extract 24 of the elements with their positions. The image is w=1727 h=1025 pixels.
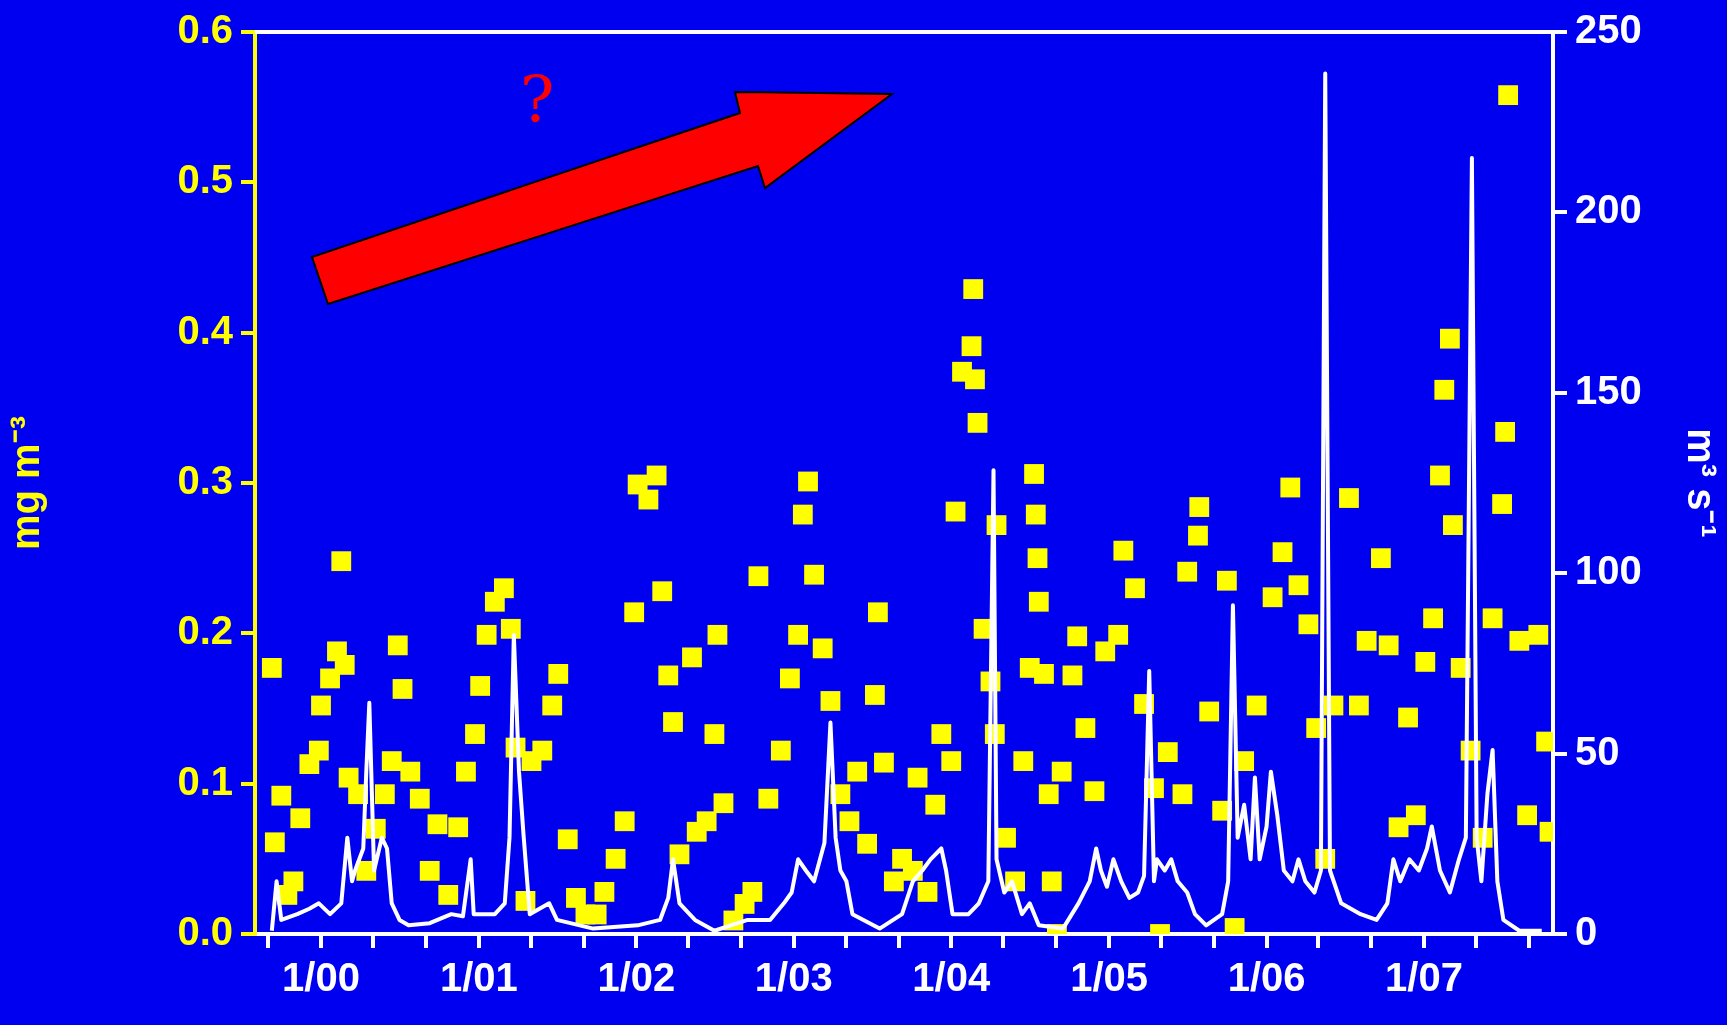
y-axis-title: mg m⁻³ — [3, 416, 48, 550]
y2-axis-title: m³ s⁻¹ — [1679, 428, 1724, 538]
y-tick-label: 0.4 — [177, 307, 234, 352]
y-tick-label: 0.1 — [177, 758, 233, 803]
y2-tick-label: 50 — [1575, 728, 1620, 773]
x-tick-label: 1/05 — [1070, 955, 1149, 1000]
x-tick-label: 1/04 — [912, 955, 991, 1000]
y-tick-label: 0.5 — [177, 157, 233, 202]
x-tick-label: 1/06 — [1227, 955, 1306, 1000]
y2-tick-label: 150 — [1575, 367, 1642, 412]
y2-tick-label: 100 — [1575, 548, 1642, 593]
x-tick-label: 1/02 — [597, 955, 676, 1000]
annotation: ? — [520, 63, 555, 137]
y-tick-label: 0.6 — [177, 7, 233, 52]
x-tick-label: 1/00 — [282, 955, 360, 1000]
y2-tick-label: 0 — [1575, 909, 1598, 954]
y2-tick-label: 200 — [1575, 187, 1642, 232]
x-tick-label: 1/07 — [1385, 955, 1463, 1000]
x-tick-label: 1/03 — [754, 955, 833, 1000]
y2-tick-label: 250 — [1575, 7, 1642, 52]
x-tick-label: 1/01 — [439, 955, 518, 1000]
y-tick-label: 0.0 — [177, 909, 233, 954]
y-tick-label: 0.3 — [177, 458, 233, 503]
y-tick-label: 0.2 — [177, 608, 233, 653]
